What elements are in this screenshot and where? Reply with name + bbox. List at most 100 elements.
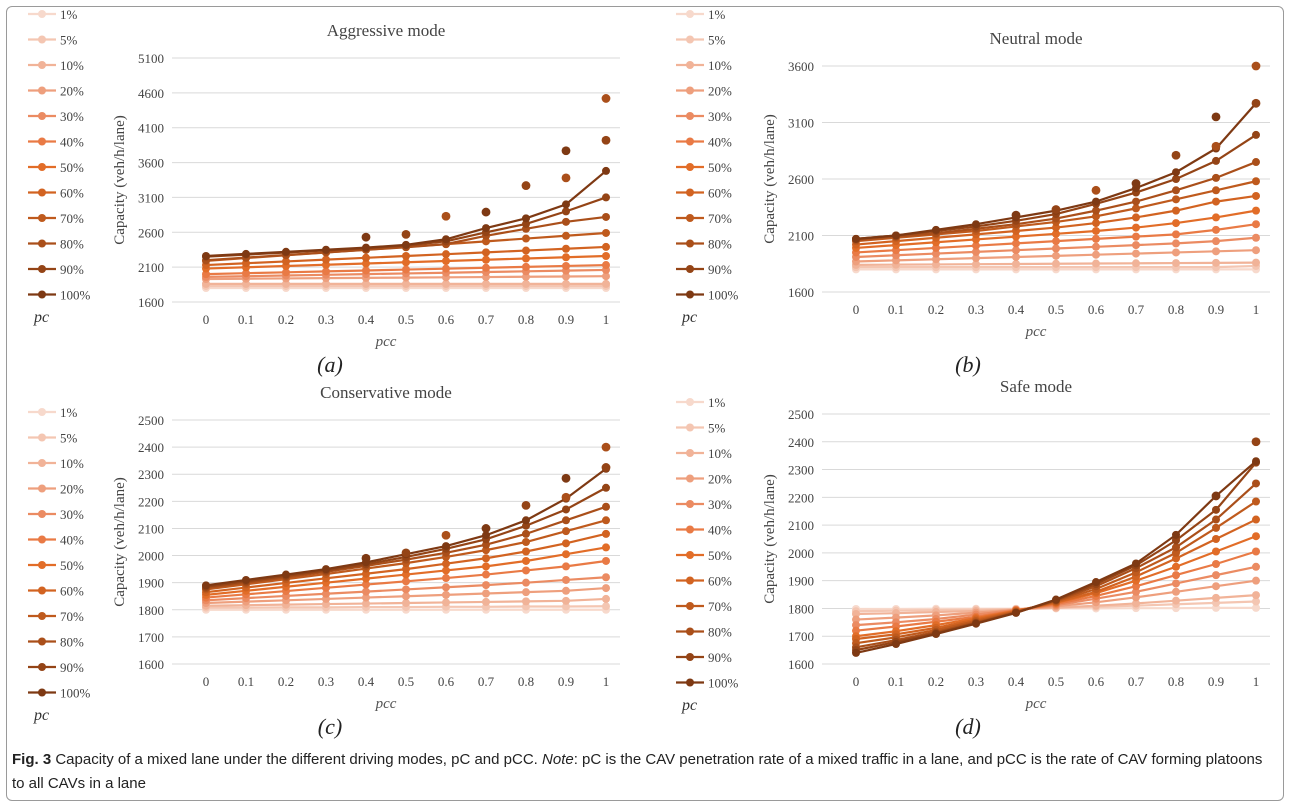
x-axis-label: pcc (1025, 696, 1047, 712)
data-point (561, 173, 571, 183)
figure-caption: Fig. 3 Capacity of a mixed lane under th… (12, 748, 1267, 796)
data-point (1212, 523, 1220, 532)
data-point (362, 279, 370, 288)
data-point (601, 94, 611, 103)
x-tick-label: 0 (203, 674, 210, 689)
x-tick-label: 0.8 (518, 312, 534, 327)
data-point (362, 259, 370, 268)
x-tick-label: 0.1 (888, 302, 904, 317)
legend-entry: 40% (708, 135, 732, 150)
legend-entry: 1% (708, 7, 726, 22)
data-point (1131, 179, 1141, 188)
legend-entry: 5% (60, 431, 78, 446)
y-tick-label: 2300 (138, 467, 164, 482)
data-point (1251, 98, 1261, 108)
data-point (522, 529, 530, 538)
legend-swatch-marker (38, 637, 46, 646)
data-point (481, 524, 491, 533)
legend-entry: 80% (708, 625, 732, 640)
data-point (972, 260, 980, 269)
data-point (402, 258, 410, 267)
data-point (1172, 587, 1180, 596)
data-point (1212, 547, 1220, 556)
panel-label: (b) (955, 352, 981, 377)
x-tick-label: 0.6 (438, 312, 455, 327)
legend-entry: 90% (708, 262, 732, 277)
data-point (242, 575, 250, 584)
data-point (521, 181, 531, 190)
data-point (522, 588, 530, 597)
data-point (1252, 497, 1260, 506)
data-point (442, 250, 450, 259)
data-point (442, 257, 450, 266)
x-tick-label: 0.1 (888, 674, 904, 689)
y-tick-label: 1800 (788, 601, 814, 616)
data-point (1212, 173, 1220, 182)
x-tick-label: 0.3 (968, 674, 984, 689)
legend-entry: 70% (708, 211, 732, 226)
data-point (1212, 186, 1220, 195)
data-point (362, 599, 370, 608)
legend-entry: 90% (60, 660, 84, 675)
data-point (402, 565, 410, 574)
data-point (562, 272, 570, 281)
data-point (522, 516, 530, 525)
data-point (1172, 248, 1180, 257)
data-point (1252, 562, 1260, 571)
x-tick-label: 0.4 (358, 312, 375, 327)
x-tick-label: 0.2 (928, 302, 944, 317)
x-tick-label: 0 (203, 312, 210, 327)
data-point (442, 598, 450, 607)
data-point (1251, 437, 1261, 447)
legend-entry: 60% (708, 186, 732, 201)
legend-swatch-marker (686, 525, 694, 534)
legend-swatch-marker (38, 688, 46, 697)
x-tick-label: 0.9 (558, 674, 574, 689)
data-point (1252, 191, 1260, 200)
data-point (1091, 185, 1101, 195)
data-point (522, 246, 530, 255)
data-point (562, 261, 570, 270)
data-point (972, 241, 980, 250)
legend-entry: 10% (708, 446, 732, 461)
legend-swatch-marker (686, 678, 694, 687)
y-tick-label: 3100 (138, 190, 164, 205)
data-point (442, 542, 450, 551)
data-point (562, 586, 570, 595)
data-point (1132, 213, 1140, 222)
data-point (852, 615, 860, 624)
data-point (1132, 582, 1140, 591)
legend-swatch-marker (38, 561, 46, 569)
legend-swatch-marker (38, 459, 46, 467)
legend-swatch-marker (686, 627, 694, 636)
panel-label: (c) (318, 714, 342, 739)
chart-panel-0: 1600 2100 2600 3100 3600 4100 4600 5100 0 0.1 0.2 0… (28, 7, 620, 377)
series-line-3-5 (855, 550, 1257, 632)
y-tick-label: 1800 (138, 603, 164, 618)
data-point (1092, 578, 1100, 587)
data-point (1011, 210, 1021, 220)
x-tick-label: 0.5 (398, 674, 414, 689)
legend-swatch-marker (686, 551, 694, 559)
y-tick-label: 3100 (788, 116, 814, 131)
legend-entry: 40% (60, 135, 84, 150)
legend-swatch-marker (686, 653, 694, 661)
data-point (522, 254, 530, 263)
data-point (242, 269, 250, 278)
data-point (1052, 595, 1060, 604)
caption-note-text: : pC is the CAV penetration rate of a mi… (12, 751, 1263, 792)
data-point (1211, 491, 1221, 501)
legend-swatch-marker (38, 137, 46, 146)
data-point (1092, 226, 1100, 235)
data-point (562, 550, 570, 559)
data-point (1012, 252, 1020, 261)
data-point (852, 626, 860, 635)
data-point (1252, 479, 1260, 488)
legend-entry: 80% (708, 237, 732, 252)
figure-frame (6, 6, 1284, 801)
legend-entry: 1% (60, 405, 78, 420)
data-point (972, 247, 980, 256)
data-point (1052, 229, 1060, 238)
data-point (1212, 505, 1220, 514)
data-point (1212, 237, 1220, 246)
